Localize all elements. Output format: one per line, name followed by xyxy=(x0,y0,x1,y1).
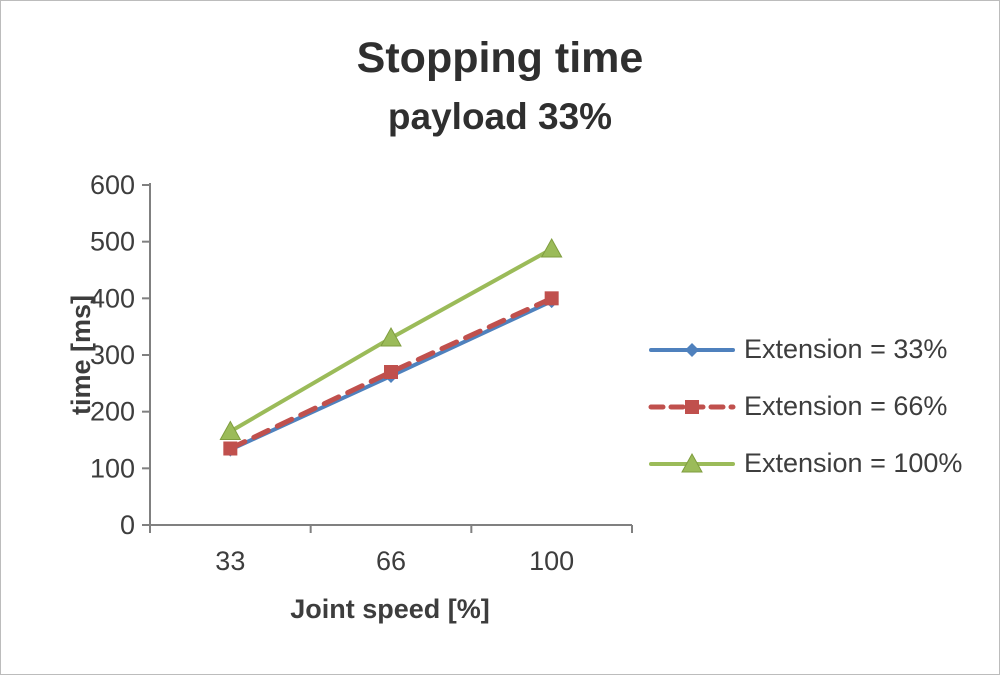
y-tick-label: 500 xyxy=(90,227,135,257)
y-tick-label: 300 xyxy=(90,340,135,370)
y-tick-label: 100 xyxy=(90,453,135,483)
y-tick-label: 600 xyxy=(90,170,135,200)
series-line xyxy=(227,295,555,451)
chart-subtitle: payload 33% xyxy=(387,96,613,137)
series-triangle xyxy=(219,238,563,440)
y-axis-title: time [ms] xyxy=(66,295,96,415)
square-marker-icon xyxy=(384,365,398,379)
series-square xyxy=(223,291,559,456)
square-marker-icon xyxy=(223,441,238,456)
legend-label: Extension = 66% xyxy=(744,391,948,421)
legend-key-square-icon xyxy=(648,399,736,414)
triangle-marker-icon xyxy=(540,238,563,258)
legend-label: Extension = 100% xyxy=(744,448,963,478)
triangle-marker-icon xyxy=(380,326,402,347)
legend-item: Extension = 100% xyxy=(648,448,962,479)
legend-label: Extension = 33% xyxy=(744,334,948,364)
chart-title: Stopping time xyxy=(356,34,644,82)
axes: 0 100 200 300 400 500 600 33 66 100 xyxy=(90,170,633,576)
x-tick-label: 66 xyxy=(376,546,406,576)
x-axis-title: Joint speed [%] xyxy=(290,594,490,624)
legend-item: Extension = 33% xyxy=(648,334,962,365)
legend-key-diamond-icon xyxy=(649,342,735,357)
legend: Extension = 33% Extension = 66% Extension … xyxy=(648,334,962,479)
y-tick-label: 0 xyxy=(120,510,135,540)
triangle-marker-icon xyxy=(219,420,242,440)
x-tick-label: 100 xyxy=(529,546,574,576)
square-marker-icon xyxy=(685,399,699,414)
legend-item: Extension = 66% xyxy=(648,391,962,422)
diamond-marker-icon xyxy=(685,342,699,357)
legend-key-triangle-icon xyxy=(649,452,735,472)
square-marker-icon xyxy=(544,291,559,306)
y-tick-label: 200 xyxy=(90,397,135,427)
triangle-marker-icon xyxy=(681,452,703,472)
x-tick-label: 33 xyxy=(215,546,245,576)
series-layer xyxy=(219,238,563,457)
y-tick-label: 400 xyxy=(90,283,135,313)
